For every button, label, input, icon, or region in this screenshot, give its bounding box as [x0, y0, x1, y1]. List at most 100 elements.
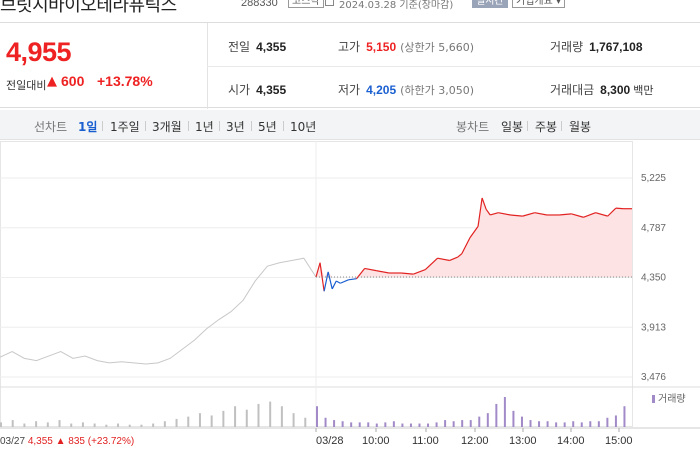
volume-bar-today [316, 406, 318, 427]
price-segment [485, 208, 491, 216]
volume-bar-today [427, 423, 430, 427]
volume-bar-prev [222, 410, 225, 427]
volume-bar-today [333, 420, 336, 427]
x-tick-label: 14:00 [557, 435, 585, 447]
volume-label: 거래량 [550, 40, 584, 54]
volume-bar-today [503, 397, 506, 427]
volume-bar-prev [128, 424, 131, 427]
x-tick-label: 10:00 [362, 435, 390, 447]
period-3m[interactable]: 3개월 [152, 120, 182, 134]
price-segment [327, 271, 333, 290]
price-segment [583, 212, 596, 218]
period-1y[interactable]: 1년 [195, 120, 214, 134]
corp-info-dropdown[interactable]: 기업개요 ▾ [512, 0, 565, 8]
volume-bar-today [520, 416, 523, 427]
period-1d[interactable]: 1일 [78, 120, 98, 134]
volume-bar-today [589, 421, 592, 427]
candle-daily[interactable]: 일봉 [501, 120, 524, 134]
volume-bar-today [384, 422, 387, 427]
volume-bar-today [597, 421, 600, 427]
volume-bar-prev [152, 423, 155, 427]
volume-bar-today [358, 422, 361, 427]
prev-day-line [0, 257, 317, 365]
y-tick-label: 4,787 [641, 223, 666, 234]
volume-bar-prev [234, 406, 237, 427]
period-10y[interactable]: 10년 [290, 120, 317, 134]
volume-bar-prev [46, 422, 49, 427]
calendar-icon [325, 0, 334, 6]
y-tick-label: 4,350 [641, 273, 666, 284]
volume-bar-prev [93, 423, 96, 427]
volume-bar-prev [269, 401, 272, 427]
stock-name: 브릿지바이오테라퓨틱스 [0, 0, 177, 14]
volume-value: 1,767,108 [589, 40, 643, 54]
price-segment [481, 197, 487, 210]
summary-divider-horizontal [207, 66, 700, 67]
volume-legend-label: 거래량 [658, 393, 686, 405]
open-label: 시가 [228, 83, 251, 97]
volume-bar-today [392, 421, 395, 427]
volume-bar-prev [0, 422, 2, 427]
price-segment [607, 207, 617, 217]
candle-weekly[interactable]: 주봉 [535, 120, 558, 134]
y-axis-ticks: 5,225 4,787 4,350 3,913 3,476 [641, 173, 666, 383]
period-3y[interactable]: 3년 [226, 120, 245, 134]
volume-bar-prev [257, 403, 260, 427]
date-text: 2024.03.28 기준(장마감) [339, 0, 454, 11]
price-segment [401, 272, 414, 275]
volume-bar-prev [175, 418, 178, 427]
volume-bar-today [444, 420, 447, 427]
price-segment [477, 197, 483, 227]
price-segment [534, 212, 548, 216]
price-segment [449, 256, 459, 262]
volume-bar-prev [187, 416, 190, 427]
volume-bar-prev [70, 423, 73, 427]
volume-bar-today [461, 420, 464, 427]
volume-bar-today [555, 422, 558, 427]
candle-chart-label: 봉차트 [456, 120, 490, 134]
volume-bar-today [350, 422, 353, 427]
volume-bars [0, 397, 626, 427]
price-segment [323, 271, 329, 292]
up-fill-area [316, 197, 632, 277]
period-separator [251, 121, 252, 131]
x-tick-label: 11:00 [412, 435, 439, 447]
price-segment [315, 262, 321, 278]
volume-bar-prev [105, 424, 108, 427]
period-separator [561, 121, 562, 131]
candle-monthly[interactable]: 월봉 [569, 120, 592, 134]
price-segment [595, 212, 608, 217]
y-tick-label: 3,476 [641, 372, 666, 383]
volume-bar-today [606, 417, 609, 427]
price-segment [364, 267, 377, 272]
volume-bar-today [563, 422, 566, 427]
volume-bar-prev [280, 406, 283, 427]
price-segment [490, 212, 499, 216]
price-segment [510, 214, 523, 217]
price-segment [461, 237, 471, 254]
volume-bar-prev [140, 424, 143, 427]
y-tick-label: 5,225 [641, 173, 666, 184]
volume-bar-prev [292, 413, 295, 427]
volume-bar-today [623, 406, 626, 427]
volume-bar-prev [35, 421, 38, 427]
x-tick-label: 03/28 [316, 435, 344, 447]
price-segment [335, 280, 341, 284]
price-segment [340, 279, 349, 284]
price-summary: 4,955 전일대비 ▲ 600 +13.78% 전일 4,355 고가 5,150… [0, 22, 700, 109]
period-5y[interactable]: 5년 [258, 120, 277, 134]
y-tick-label: 3,913 [641, 322, 666, 333]
volume-legend: 거래량 [652, 393, 686, 405]
change-amount: 600 [61, 73, 85, 89]
open-value: 4,355 [256, 83, 287, 97]
period-separator [527, 121, 528, 131]
price-segment [437, 257, 450, 262]
prev-day-info: 03/27 4,355 ▲ 835 (+23.72%) [0, 436, 134, 447]
period-1w[interactable]: 1주일 [110, 120, 140, 134]
price-segment [571, 213, 584, 218]
live-button[interactable]: 실시간 [472, 0, 508, 8]
price-segment [413, 269, 426, 275]
stock-header: 브릿지바이오테라퓨틱스 288330 코스닥 2024.03.28 기준(장마감… [0, 0, 700, 14]
volume-bar-prev [198, 413, 201, 427]
volume-bar-today [572, 421, 575, 427]
